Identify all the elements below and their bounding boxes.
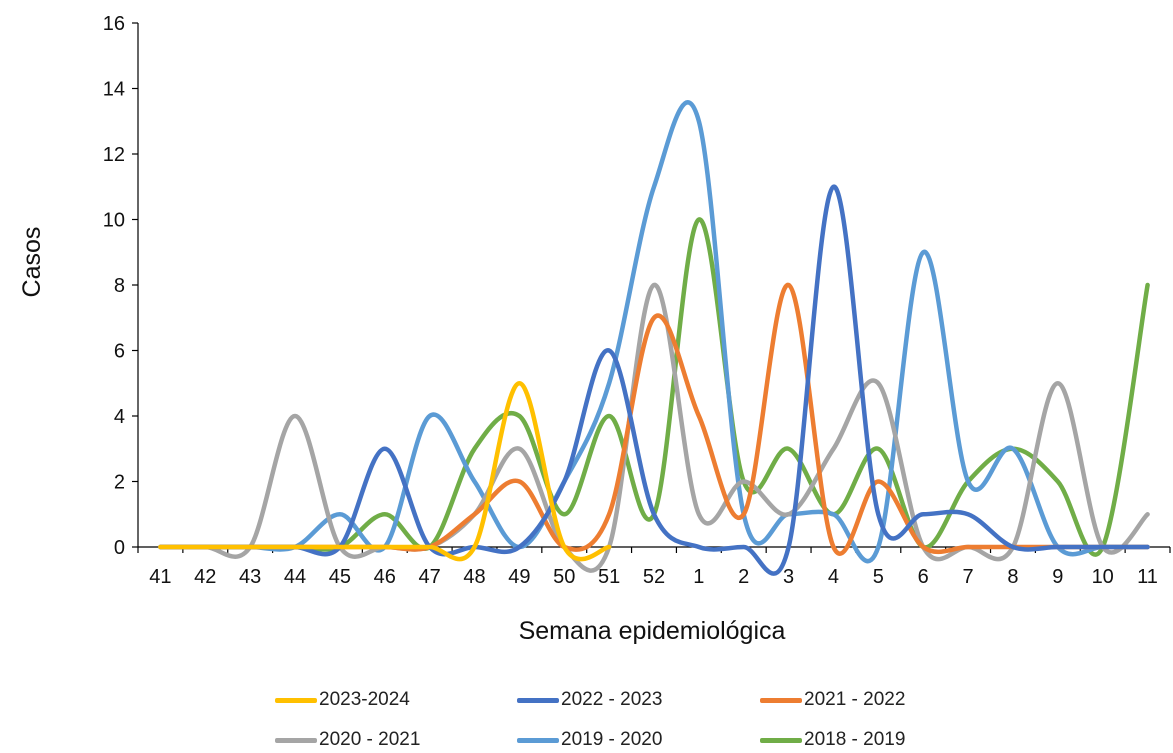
legend-swatch — [760, 697, 802, 703]
series-line-3 — [158, 282, 1150, 573]
x-tick-label: 47 — [419, 566, 441, 588]
y-tick-label: 10 — [103, 210, 125, 232]
x-tick-label: 6 — [918, 566, 929, 588]
x-tick-label: 46 — [374, 566, 396, 588]
legend-label: 2021 - 2022 — [804, 689, 906, 710]
legend-item: 2023-2024 — [275, 687, 410, 713]
x-tick-label: 50 — [553, 566, 575, 588]
legend-label: 2019 - 2020 — [561, 729, 663, 750]
x-tick-label: 51 — [598, 566, 620, 588]
legend-label: 2020 - 2021 — [319, 729, 421, 750]
legend-swatch — [517, 737, 559, 743]
legend-label: 2022 - 2023 — [561, 689, 663, 710]
x-tick-label: 48 — [463, 566, 485, 588]
legend-swatch — [517, 697, 559, 703]
x-axis: 41 42 43 44 45 46 47 48 49 50 51 52 1 2 3 4 5 6 7 8 9 10 11 — [137, 546, 1171, 588]
x-tick-label: 11 — [1137, 566, 1158, 588]
x-tick-label: 9 — [1052, 566, 1063, 588]
y-axis: 0 2 4 6 8 10 12 14 16 — [103, 13, 139, 559]
legend-label: 2018 - 2019 — [804, 729, 906, 750]
x-tick-label: 4 — [828, 566, 839, 588]
legend-item: 2019 - 2020 — [517, 727, 662, 753]
x-tick-label: 2 — [738, 566, 749, 588]
x-tick-label: 42 — [194, 566, 216, 588]
series-line-1 — [158, 184, 1150, 576]
series-line-4 — [158, 100, 1150, 564]
legend-swatch — [760, 737, 802, 743]
legend-swatch — [275, 697, 317, 703]
y-tick-label: 8 — [114, 275, 125, 297]
y-tick-label: 2 — [114, 472, 125, 494]
x-tick-label: 8 — [1007, 566, 1018, 588]
legend-item: 2021 - 2022 — [760, 687, 905, 713]
x-tick-label: 7 — [963, 566, 974, 588]
legend-swatch — [275, 737, 317, 743]
x-tick-label: 5 — [873, 566, 884, 588]
x-tick-label: 1 — [693, 566, 704, 588]
legend: 2023-2024 2022 - 2023 2021 - 2022 2020 - 20… — [275, 687, 975, 751]
x-tick-label: 10 — [1092, 566, 1114, 588]
x-axis-title: Semana epidemiológica — [519, 617, 786, 645]
y-tick-label: 14 — [103, 79, 125, 101]
y-axis-title: Casos — [18, 227, 46, 298]
legend-label: 2023-2024 — [319, 689, 410, 710]
x-tick-label: 44 — [284, 566, 306, 588]
x-tick-label: 52 — [643, 566, 665, 588]
x-tick-label: 49 — [508, 566, 530, 588]
y-tick-label: 12 — [103, 144, 125, 166]
x-tick-label: 45 — [329, 566, 351, 588]
x-tick-label: 41 — [149, 566, 171, 588]
legend-item: 2022 - 2023 — [517, 687, 662, 713]
y-tick-label: 4 — [114, 406, 125, 428]
y-tick-label: 0 — [114, 537, 125, 559]
y-tick-label: 16 — [103, 13, 125, 35]
x-tick-label: 3 — [783, 566, 794, 588]
legend-item: 2020 - 2021 — [275, 727, 420, 753]
y-tick-label: 6 — [114, 341, 125, 363]
series-line-5 — [158, 217, 1150, 557]
series-line-0 — [158, 381, 612, 562]
plot-area — [158, 100, 1150, 576]
legend-item: 2018 - 2019 — [760, 727, 905, 753]
x-tick-label: 43 — [239, 566, 261, 588]
